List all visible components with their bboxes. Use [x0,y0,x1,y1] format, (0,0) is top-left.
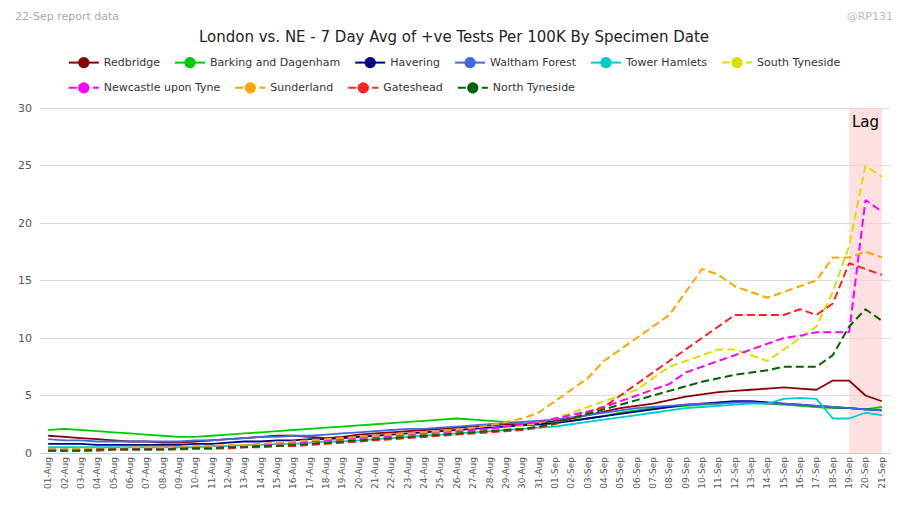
svg-text:18-Aug: 18-Aug [321,457,331,489]
svg-text:08-Sep: 08-Sep [664,457,674,489]
svg-text:22-Aug: 22-Aug [386,457,396,489]
svg-text:@RP131: @RP131 [847,10,893,23]
svg-text:31-Aug: 31-Aug [534,457,544,489]
svg-text:10-Aug: 10-Aug [190,457,200,489]
svg-text:21-Sep: 21-Sep [877,457,887,489]
svg-text:Gateshead: Gateshead [383,81,443,94]
svg-text:03-Aug: 03-Aug [76,457,86,489]
svg-text:20-Sep: 20-Sep [860,457,870,489]
svg-text:5: 5 [25,389,32,402]
svg-text:04-Aug: 04-Aug [92,457,102,489]
svg-text:North Tyneside: North Tyneside [493,81,575,94]
svg-text:19-Sep: 19-Sep [844,457,854,489]
svg-text:01-Aug: 01-Aug [43,457,53,489]
svg-text:Waltham Forest: Waltham Forest [490,56,577,69]
svg-text:24-Aug: 24-Aug [419,457,429,489]
svg-text:05-Aug: 05-Aug [109,457,119,489]
svg-text:08-Aug: 08-Aug [158,457,168,489]
svg-text:South Tyneside: South Tyneside [757,56,840,69]
svg-text:Lag: Lag [852,113,879,131]
svg-text:10-Sep: 10-Sep [697,457,707,489]
svg-text:19-Aug: 19-Aug [337,457,347,489]
svg-text:02-Sep: 02-Sep [566,457,576,489]
svg-text:23-Aug: 23-Aug [403,457,413,489]
svg-text:06-Aug: 06-Aug [125,457,135,489]
svg-text:04-Sep: 04-Sep [599,457,609,489]
svg-text:30: 30 [18,102,32,115]
svg-text:29-Aug: 29-Aug [501,457,511,489]
svg-text:25: 25 [18,159,32,172]
svg-text:21-Aug: 21-Aug [370,457,380,489]
svg-text:Havering: Havering [390,56,440,69]
svg-text:13-Sep: 13-Sep [746,457,756,489]
svg-text:16-Sep: 16-Sep [795,457,805,489]
svg-text:Barking and Dagenham: Barking and Dagenham [210,56,340,69]
svg-text:25-Aug: 25-Aug [435,457,445,489]
svg-text:11-Sep: 11-Sep [713,457,723,489]
svg-text:Newcastle upon Tyne: Newcastle upon Tyne [104,81,221,94]
svg-text:20-Aug: 20-Aug [354,457,364,489]
svg-text:0: 0 [25,447,32,460]
svg-text:London vs. NE - 7 Day Avg of +: London vs. NE - 7 Day Avg of +ve Tests P… [199,28,709,46]
svg-text:13-Aug: 13-Aug [239,457,249,489]
svg-text:17-Aug: 17-Aug [305,457,315,489]
svg-text:22-Sep report data: 22-Sep report data [15,10,119,23]
svg-text:11-Aug: 11-Aug [207,457,217,489]
svg-text:27-Aug: 27-Aug [468,457,478,489]
svg-text:02-Aug: 02-Aug [60,457,70,489]
svg-text:09-Sep: 09-Sep [681,457,691,489]
svg-text:Tower Hamlets: Tower Hamlets [625,56,707,69]
svg-text:06-Sep: 06-Sep [632,457,642,489]
svg-text:05-Sep: 05-Sep [615,457,625,489]
svg-text:15-Sep: 15-Sep [779,457,789,489]
svg-text:16-Aug: 16-Aug [288,457,298,489]
svg-text:07-Aug: 07-Aug [141,457,151,489]
svg-text:17-Sep: 17-Sep [811,457,821,489]
svg-text:Sunderland: Sunderland [270,81,333,94]
svg-text:30-Aug: 30-Aug [517,457,527,489]
svg-text:12-Aug: 12-Aug [223,457,233,489]
svg-text:26-Aug: 26-Aug [452,457,462,489]
svg-text:15: 15 [18,274,32,287]
svg-text:01-Sep: 01-Sep [550,457,560,489]
svg-text:07-Sep: 07-Sep [648,457,658,489]
svg-text:14-Sep: 14-Sep [762,457,772,489]
svg-text:10: 10 [18,332,32,345]
svg-text:20: 20 [18,217,32,230]
svg-text:12-Sep: 12-Sep [730,457,740,489]
svg-text:14-Aug: 14-Aug [256,457,266,489]
svg-text:15-Aug: 15-Aug [272,457,282,489]
svg-text:09-Aug: 09-Aug [174,457,184,489]
svg-text:Redbridge: Redbridge [104,56,160,69]
svg-text:03-Sep: 03-Sep [583,457,593,489]
svg-text:18-Sep: 18-Sep [828,457,838,489]
svg-text:28-Aug: 28-Aug [485,457,495,489]
